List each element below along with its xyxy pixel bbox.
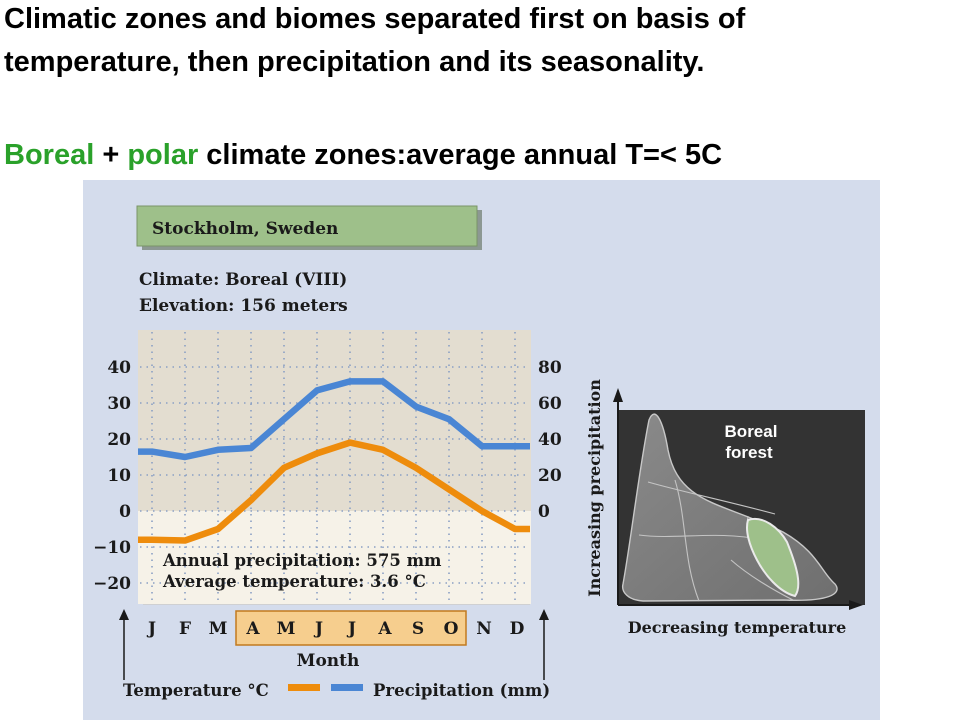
y-right-tick-label: 80: [538, 358, 562, 378]
right-axis-arrowhead: [539, 609, 549, 620]
month-label: F: [179, 619, 191, 639]
annual-precip-label: Annual precipitation: 575 mm: [162, 551, 442, 570]
x-axis-title: Month: [297, 651, 360, 671]
legend-temperature-label: Temperature °C: [123, 681, 269, 700]
plot-area-above-zero: [138, 330, 531, 511]
inset-label-line-2: forest: [725, 443, 773, 462]
month-label: O: [444, 619, 459, 639]
axis-tick-labels: 40 30 20 10 0 −10 −20 80 60 40 20 0: [93, 358, 562, 594]
y-left-tick-label: 0: [119, 502, 131, 522]
month-label: A: [377, 619, 392, 639]
month-label: M: [277, 619, 296, 639]
y-left-tick-label: 40: [107, 358, 131, 378]
climate-figure-svg: Stockholm, Sweden Climate: Boreal (VIII)…: [93, 205, 865, 700]
biome-boundary-line: [647, 481, 776, 515]
inset-y-arrowhead: [613, 388, 623, 402]
climate-figure: Stockholm, Sweden Climate: Boreal (VIII)…: [83, 180, 880, 720]
legend-precipitation-swatch: [331, 684, 363, 691]
plus-sign: +: [94, 139, 128, 171]
climate-label: Climate: Boreal (VIII): [139, 270, 347, 290]
elevation-label: Elevation: 156 meters: [139, 296, 348, 316]
heading-line-3-rest: climate zones:average annual T=< 5C: [198, 139, 723, 171]
heading-line-3: Boreal + polar climate zones:average ann…: [4, 139, 722, 172]
temperature-line: [138, 439, 530, 544]
biome-boundary-line: [674, 479, 700, 602]
legend-precipitation-label: Precipitation (mm): [373, 681, 550, 700]
heading-line-2: temperature, then precipitation and its …: [4, 46, 705, 78]
month-label: J: [346, 619, 356, 639]
inset-y-label: Increasing precipitation: [585, 379, 604, 597]
y-left-tick-label: 30: [107, 394, 131, 414]
avg-temp-label: Average temperature: 3.6 °C: [162, 572, 426, 591]
legend-temperature-swatch: [288, 684, 320, 691]
month-highlight: [235, 610, 467, 646]
y-left-tick-label: 20: [107, 430, 131, 450]
inset-x-arrowhead: [849, 600, 863, 610]
y-right-tick-label: 40: [538, 430, 562, 450]
inset-x-label: Decreasing temperature: [628, 618, 847, 637]
month-label: J: [146, 619, 156, 639]
station-box: [136, 205, 478, 247]
month-label: D: [510, 619, 525, 639]
y-left-tick-label: 10: [107, 466, 131, 486]
month-label: J: [313, 619, 323, 639]
precipitation-line: [138, 378, 530, 461]
series-lines: [138, 378, 530, 544]
y-right-tick-label: 60: [538, 394, 562, 414]
polar-word: polar: [127, 139, 199, 171]
inset-label-line-1: Boreal: [725, 422, 778, 441]
y-right-tick-label: 0: [538, 502, 550, 522]
boreal-forest-region: [746, 517, 800, 598]
y-right-tick-label: 20: [538, 466, 562, 486]
y-left-tick-label: −20: [93, 574, 131, 594]
biome-boundary-line: [730, 559, 794, 601]
station-name: Stockholm, Sweden: [152, 219, 338, 239]
month-label: N: [476, 619, 492, 639]
month-label: S: [412, 619, 424, 639]
left-axis-arrowhead: [119, 609, 129, 620]
heading-line-1: Climatic zones and biomes separated firs…: [4, 3, 746, 35]
boreal-word: Boreal: [4, 139, 95, 171]
y-left-tick-label: −10: [93, 538, 131, 558]
month-label: M: [209, 619, 228, 639]
month-label: A: [245, 619, 260, 639]
